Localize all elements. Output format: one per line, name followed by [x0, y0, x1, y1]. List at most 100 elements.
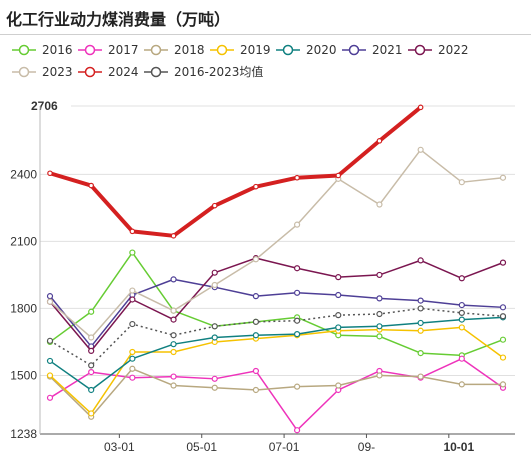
data-point [211, 323, 218, 330]
data-point [46, 394, 54, 401]
data-point [88, 182, 94, 189]
data-point [335, 382, 342, 389]
legend-label: 2016 [42, 43, 73, 57]
x-tick-label-highlight: 10-01 [443, 440, 474, 454]
data-point [499, 381, 507, 388]
data-point [293, 317, 301, 324]
data-point [458, 324, 465, 331]
legend-label: 2019 [240, 43, 271, 57]
legend-marker [348, 44, 360, 56]
data-point [293, 289, 301, 296]
series-polyline [49, 149, 504, 339]
legend-item[interactable]: 2016 [12, 43, 73, 57]
data-point [376, 271, 383, 279]
data-point [417, 319, 424, 327]
data-point [335, 291, 342, 299]
data-point [170, 373, 177, 380]
title-divider [0, 34, 531, 35]
data-point [129, 296, 136, 303]
legend-label: 2018 [174, 43, 205, 57]
data-point [252, 256, 260, 263]
series-polyline [49, 368, 503, 418]
legend-marker [282, 44, 294, 56]
data-point [335, 274, 342, 281]
legend-label: 2024 [108, 65, 139, 79]
data-point [170, 307, 177, 314]
y-tick-label: 2100 [10, 234, 37, 248]
data-point [129, 287, 136, 294]
data-point [252, 318, 260, 325]
data-point [376, 333, 383, 340]
data-point [170, 348, 177, 356]
y-tick-label: 2400 [10, 167, 37, 181]
data-point [458, 309, 465, 316]
legend-item[interactable]: 2017 [78, 43, 139, 57]
data-point [458, 275, 465, 282]
legend-item[interactable]: 2019 [210, 43, 271, 57]
legend-item[interactable]: 2024 [78, 65, 139, 79]
series-line [46, 255, 507, 354]
data-point [293, 331, 301, 338]
legend-label: 2021 [372, 43, 403, 57]
data-point [170, 233, 177, 239]
data-point [499, 313, 507, 320]
data-point [417, 297, 424, 304]
data-point [417, 327, 424, 334]
legend-marker [84, 44, 96, 56]
legend-item[interactable]: 2016-2023均值 [144, 64, 263, 79]
legend-label: 2016-2023均值 [174, 64, 263, 79]
legend-item[interactable]: 2022 [408, 43, 469, 57]
data-point [129, 348, 136, 356]
y-tick-label-highlight: 2706 [31, 99, 58, 113]
data-point [46, 337, 54, 344]
data-point [252, 367, 260, 375]
data-point [88, 362, 95, 369]
y-tick-label: 1238 [10, 427, 37, 441]
legend-item[interactable]: 2018 [144, 43, 205, 57]
data-point [417, 350, 424, 357]
y-tick-label: 1500 [10, 368, 37, 382]
data-point [211, 202, 218, 209]
series-line [46, 355, 507, 434]
data-point [170, 382, 177, 389]
data-point [88, 410, 95, 417]
data-point [458, 355, 465, 362]
legend-marker [150, 44, 162, 56]
data-point [129, 355, 136, 362]
series-line [46, 249, 507, 359]
x-tick-label: 07-01 [269, 440, 300, 454]
x-tick-label: 09- [358, 440, 375, 454]
data-point [458, 301, 465, 309]
data-point [376, 201, 383, 208]
data-point [417, 257, 424, 264]
legend-item[interactable]: 2020 [276, 43, 337, 57]
data-point [46, 298, 54, 305]
series-polyline [49, 307, 504, 367]
axes: 1238 1500 1800 2100 2400 2706 03-01 05-01 07-01 0… [10, 98, 515, 454]
data-point [170, 332, 177, 339]
legend-label: 2022 [438, 43, 469, 57]
data-point [129, 249, 136, 256]
legend-item[interactable]: 2021 [342, 43, 403, 57]
series-polyline [49, 257, 504, 352]
data-point [252, 332, 260, 339]
data-point [253, 183, 259, 190]
data-point [170, 276, 177, 283]
data-point [417, 104, 424, 111]
data-point [376, 372, 383, 379]
series-polyline [49, 316, 504, 391]
series-lines [46, 104, 507, 434]
data-point [458, 316, 465, 323]
data-point [499, 174, 507, 181]
legend-marker [18, 66, 30, 78]
data-point [458, 179, 465, 186]
series-line [46, 146, 507, 341]
data-point [293, 427, 301, 434]
legend-item[interactable]: 2023 [12, 65, 73, 79]
data-point [211, 334, 218, 341]
data-point [88, 334, 95, 341]
data-point [417, 146, 424, 153]
data-point [335, 172, 342, 179]
data-point [499, 354, 507, 361]
